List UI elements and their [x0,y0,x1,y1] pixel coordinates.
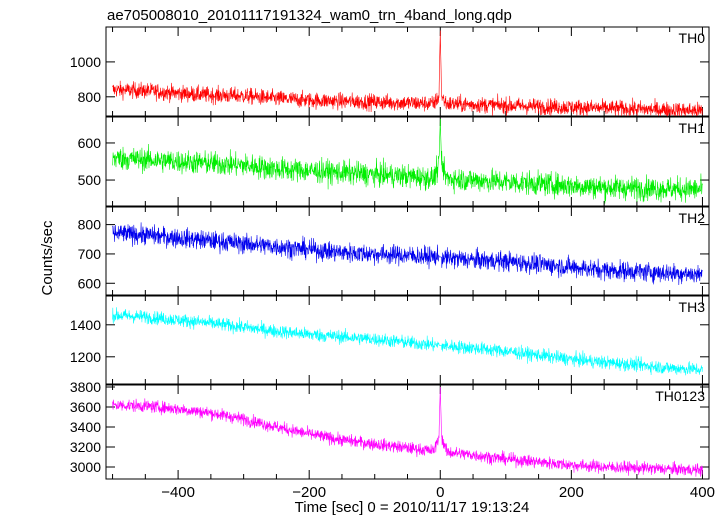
y-axis-label: Counts/sec [39,220,56,296]
y-tick-label: 600 [78,275,102,291]
series-line-TH0123 [112,386,703,477]
panel-frame [105,206,710,296]
x-tick-label: −400 [161,484,195,501]
series-line-TH2 [112,222,703,286]
y-tick-label: 600 [78,135,102,151]
y-tick-label: 1400 [70,317,101,333]
panel-label: TH2 [679,210,706,226]
y-tick-label: 3000 [70,459,101,475]
panels-group: TH0 800 1000 TH1 500 600 TH2 600 700 800 TH3 1200 14… [70,26,715,501]
panel-label: TH0 [679,30,706,46]
x-axis-label: Time [sec] 0 = 2010/11/17 19:13:24 [295,499,530,516]
series-line-TH3 [112,307,703,376]
y-tick-label: 3400 [70,419,101,435]
x-tick-label: 400 [690,484,715,501]
y-tick-label: 800 [78,89,102,105]
y-tick-label: 3800 [70,379,101,395]
panel-label: TH3 [679,299,706,315]
y-tick-label: 1200 [70,349,101,365]
x-tick-label: −200 [292,484,326,501]
y-tick-label: 700 [78,246,102,262]
y-tick-label: 3600 [70,399,101,415]
panel-label: TH0123 [655,388,705,404]
panel-frame [105,384,710,480]
y-tick-label: 1000 [70,54,101,70]
series-line-TH1 [112,118,703,204]
y-tick-label: 500 [78,172,102,188]
panel-label: TH1 [679,120,706,136]
y-tick-label: 800 [78,217,102,233]
y-tick-label: 3200 [70,439,101,455]
chart-title: ae705008010_20101117191324_wam0_trn_4ban… [107,7,512,24]
x-tick-label: 0 [436,484,444,501]
series-line-TH0 [112,30,703,117]
x-tick-label: 200 [559,484,584,501]
panel-frame [105,116,710,207]
